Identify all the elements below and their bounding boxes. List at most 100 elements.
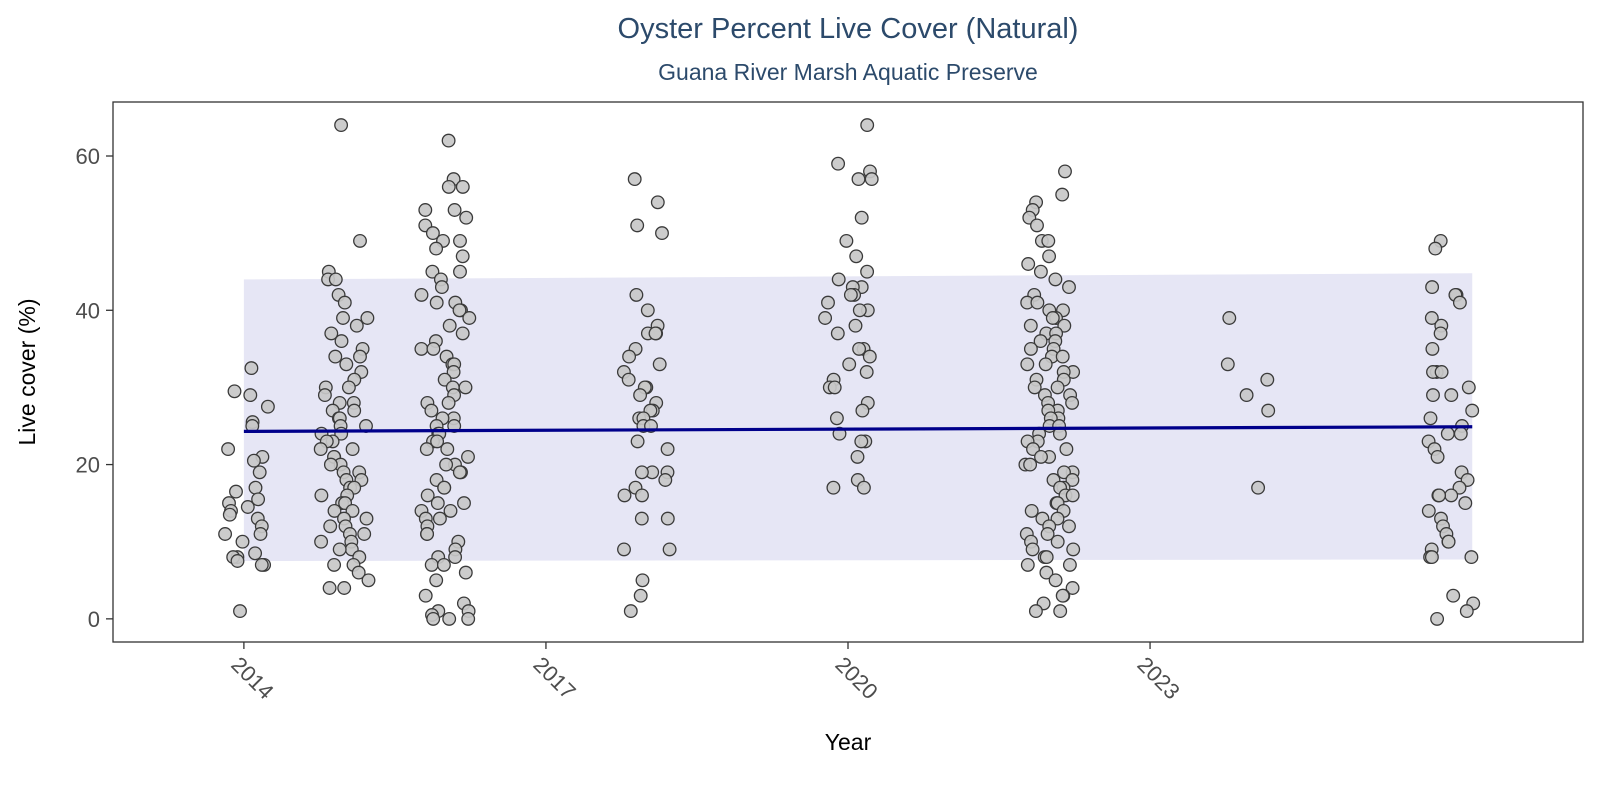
data-point	[1020, 357, 1035, 372]
data-point	[324, 326, 339, 341]
data-point	[443, 503, 458, 518]
data-point	[1440, 426, 1455, 441]
data-point	[852, 341, 867, 356]
data-point	[1432, 488, 1447, 503]
data-point	[623, 604, 638, 619]
data-point	[1062, 557, 1077, 572]
data-point	[424, 557, 439, 572]
data-point	[658, 473, 673, 487]
data-point	[860, 264, 875, 279]
data-point	[1038, 357, 1053, 372]
data-point	[437, 480, 452, 495]
data-point	[418, 588, 433, 603]
data-point	[1459, 604, 1474, 619]
data-point	[633, 588, 648, 603]
data-point	[357, 527, 372, 541]
data-point	[1039, 565, 1054, 580]
data-point	[461, 611, 476, 626]
data-point	[426, 611, 441, 626]
data-point	[425, 264, 440, 279]
data-point	[1430, 449, 1445, 464]
data-point	[453, 264, 467, 279]
data-point	[634, 465, 649, 480]
chart-subtitle: Guana River Marsh Aquatic Preserve	[658, 59, 1038, 85]
data-point	[1065, 473, 1080, 487]
y-tick-label: 60	[76, 144, 100, 169]
data-point	[854, 434, 869, 449]
data-point	[429, 295, 444, 310]
data-point	[1458, 496, 1473, 511]
data-point	[334, 334, 349, 349]
data-point	[314, 534, 329, 549]
data-point	[1040, 527, 1055, 541]
data-point	[339, 357, 354, 372]
data-point	[1030, 295, 1045, 310]
data-point	[821, 295, 835, 310]
data-point	[662, 542, 677, 557]
x-axis-title: Year	[825, 729, 872, 755]
data-point	[850, 449, 865, 464]
data-point	[458, 380, 473, 395]
data-point	[1023, 341, 1038, 356]
data-point	[1464, 550, 1479, 565]
data-point	[1048, 272, 1063, 287]
data-point	[240, 500, 255, 514]
data-point	[1222, 311, 1237, 325]
data-point	[855, 403, 870, 418]
data-point	[345, 442, 360, 457]
data-point	[221, 442, 236, 457]
data-point	[448, 550, 463, 565]
data-point	[430, 434, 445, 449]
data-point	[246, 453, 261, 468]
data-point	[1034, 449, 1048, 464]
data-point	[1055, 349, 1070, 364]
data-point	[442, 318, 457, 333]
data-point	[436, 557, 451, 572]
data-point	[434, 280, 449, 295]
data-point	[253, 527, 268, 541]
data-point	[1261, 403, 1276, 418]
x-tick-label: 2017	[528, 652, 580, 704]
data-point	[1062, 280, 1076, 295]
data-point	[323, 519, 338, 534]
data-point	[829, 411, 844, 426]
data-point	[862, 349, 877, 364]
data-point	[617, 542, 631, 557]
data-point	[1239, 388, 1254, 403]
y-axis: 0 20 40 60	[76, 144, 113, 632]
confidence-ribbon	[243, 273, 1473, 561]
data-point	[440, 442, 455, 457]
data-point	[359, 511, 374, 526]
data-point	[432, 511, 447, 526]
data-point	[627, 172, 642, 187]
data-point	[1050, 534, 1065, 549]
data-point	[455, 179, 470, 194]
data-point	[630, 218, 645, 233]
data-point	[1066, 542, 1081, 557]
data-point	[442, 611, 457, 626]
data-point	[860, 118, 875, 133]
data-point	[1065, 581, 1080, 595]
data-point	[235, 534, 250, 549]
data-point	[248, 480, 263, 495]
data-point	[1021, 257, 1036, 271]
data-point	[414, 287, 429, 302]
data-point	[313, 442, 328, 457]
data-point	[660, 511, 675, 526]
data-point	[1465, 403, 1480, 418]
data-point	[1423, 411, 1438, 426]
data-point	[260, 399, 275, 414]
data-point	[1059, 442, 1074, 457]
data-point	[1433, 326, 1448, 341]
data-point	[629, 287, 644, 302]
data-point	[453, 233, 467, 248]
data-point	[327, 557, 342, 572]
data-point	[244, 361, 259, 376]
data-point	[233, 604, 247, 619]
data-point	[459, 210, 474, 225]
data-point	[849, 249, 864, 264]
data-point	[452, 303, 467, 318]
data-point	[425, 226, 440, 241]
data-point	[1453, 426, 1468, 441]
